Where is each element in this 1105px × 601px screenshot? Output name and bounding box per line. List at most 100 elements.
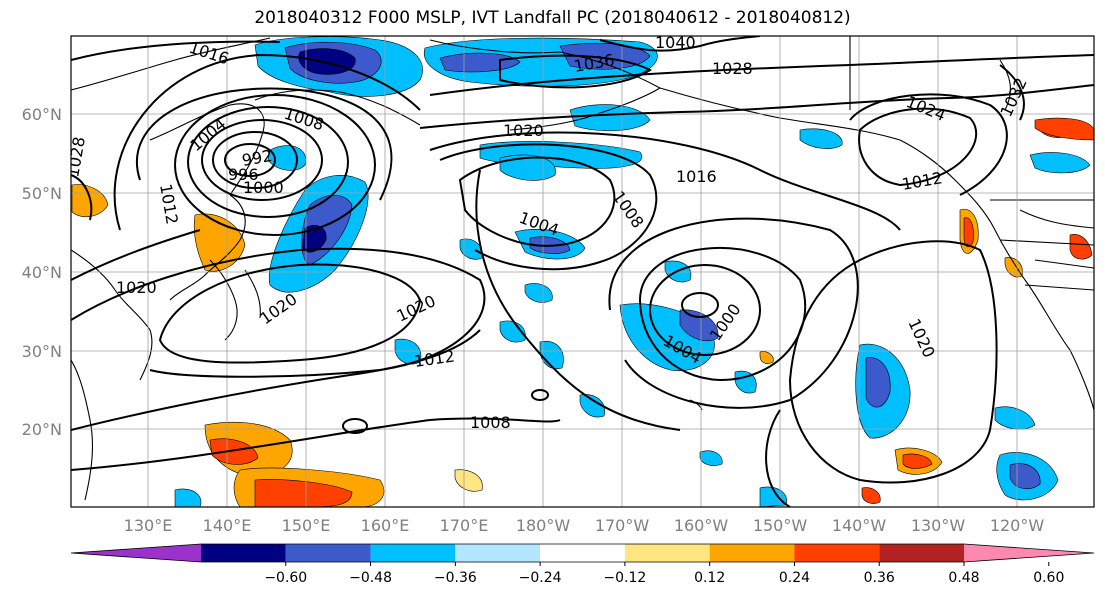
colorbar-tick-label: 0.36 [864,570,895,586]
ivt-negative-region [865,357,891,408]
graticule [71,36,1094,507]
colorbar-ticks: −0.60 −0.48 −0.36 −0.24 −0.12 0.12 0.24 0.36 0.4… [264,562,1064,586]
contour-label: 1016 [676,167,717,186]
colorbar-tick-label: −0.48 [349,570,392,586]
contour-label: 1008 [470,413,511,432]
map-frame [70,35,1095,508]
mslp-contour-1020 [419,84,1094,129]
ivt-negative-region [679,309,719,342]
colorbar-tick-label: −0.12 [603,570,646,586]
lon-label: 170°W [595,516,650,535]
border-us-state [1024,284,1094,291]
mslp-contour-1036 [499,54,652,89]
map-panel: 1016 1040 1036 1028 1008 1020 1024 1032 … [71,33,1094,507]
colorbar-tick-label: −0.24 [519,570,562,586]
mslp-contour [212,131,298,189]
border-us-state [1034,259,1094,269]
ivt-negative-region [1009,463,1041,490]
ivt-positive-region [963,217,974,248]
ivt-positive-region [454,469,483,492]
ivt-negative-region [569,104,651,132]
mslp-contour [136,87,393,201]
mslp-contour-1020 [788,240,998,484]
lon-label: 130°W [911,516,966,535]
coastline [999,59,1011,111]
lon-label: 130°E [124,516,173,535]
contour-label: 1000 [243,178,284,197]
ivt-positive-region [861,487,881,504]
colorbar-segment [201,544,286,562]
mslp-contour-1008 [608,217,859,409]
colorbar-tick-label: 0.48 [948,570,979,586]
ivt-negative-region [174,488,202,507]
coastline-north-america [899,139,1094,411]
mslp-contour [475,169,681,431]
mslp-contour [681,292,719,318]
ivt-positive-region [209,438,259,465]
mslp-contour-1020b [71,247,486,378]
mslp-contour-1024 [849,93,1008,196]
ivt-negative-region [1029,152,1091,174]
lon-label: 160°W [674,516,729,535]
colorbar-segment [370,544,456,562]
contour-label: 1020 [116,278,157,297]
border-us-state [1019,209,1094,229]
mslp-contour-1020w [71,229,201,281]
colorbar-segment [709,544,795,562]
mslp-contour-1028 [429,54,1094,96]
colorbar-tick-label: 0.60 [1033,570,1064,586]
mslp-contour [71,40,281,61]
mslp-contour-1016 [429,131,901,231]
colorbar-segment [624,544,710,562]
colorbar-tick-label: −0.60 [264,570,307,586]
coastline-kamchatka [254,89,421,126]
longitude-labels: 130°E 140°E 150°E 160°E 170°E 180°W 170°… [124,516,1045,535]
mslp-contour-1028 [71,174,93,221]
contour-label: 1040 [655,33,696,52]
lat-label: 30°N [22,342,62,361]
mslp-contour [224,143,276,177]
colorbar-extend-max [964,544,1094,562]
colorbar-segment [794,544,880,562]
mslp-contour-1000 [649,264,761,356]
lon-label: 160°E [361,516,410,535]
mslp-contour [174,94,376,236]
mslp-contour-1020 [158,263,422,364]
colorbar-segment [879,544,964,562]
colorbar-tick-label: −0.36 [434,570,477,586]
coastline [71,359,93,501]
coastline-aleutians [509,87,661,131]
colorbar-segment [285,544,371,562]
ivt-shading [71,36,1094,507]
ivt-positive-region [759,351,774,364]
mslp-contour-1040 [599,36,761,52]
mslp-contour-1012 [858,107,977,187]
mslp-contour [201,119,323,201]
lon-label: 150°W [753,516,808,535]
lon-label: 150°E [282,516,331,535]
ivt-negative-region [524,283,553,303]
ivt-negative-region [799,128,843,149]
ivt-negative-region [699,450,723,466]
mslp-contours [71,36,1094,507]
lat-label: 40°N [22,263,62,282]
ivt-negative-region [394,338,422,365]
map-title: 2018040312 F000 MSLP, IVT Landfall PC (2… [254,8,851,28]
mslp-contour-1012 [71,329,481,431]
colorbar-tick-label: 0.24 [779,570,810,586]
lon-label: 120°W [990,516,1045,535]
lat-label: 60°N [22,105,62,124]
ivt-positive-region [1069,234,1093,260]
lat-label: 50°N [22,184,62,203]
coastline-japan [209,259,238,341]
ivt-negative-region [499,154,556,181]
ivt-negative-region [459,238,483,260]
mslp-contour [113,53,421,231]
coastline [71,37,271,91]
colorbar-segment [540,544,625,562]
mslp-contour-1008 [439,143,658,271]
latitude-labels: 60°N 50°N 40°N 30°N 20°N [22,105,62,439]
colorbar-outline [70,543,1095,563]
ivt-negative-region [579,394,606,418]
